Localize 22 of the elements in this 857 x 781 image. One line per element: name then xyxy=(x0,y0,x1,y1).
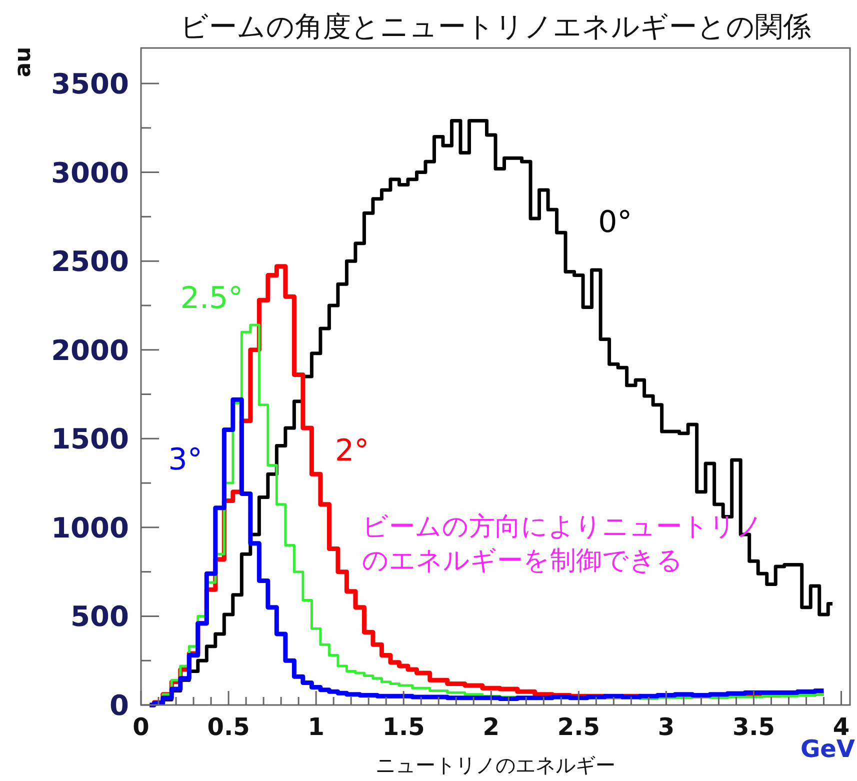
x-tick-label: 0.5 xyxy=(207,713,250,741)
y-tick-label: 500 xyxy=(70,600,129,634)
y-tick-label: 3500 xyxy=(51,68,129,101)
x-axis-title: ニュートリノのエネルギー xyxy=(376,753,616,777)
x-tick-label: 3 xyxy=(658,713,675,741)
y-tick-label: 1000 xyxy=(51,511,129,544)
y-tick-label: 3000 xyxy=(51,156,129,190)
y-axis-title: au xyxy=(11,46,36,78)
series-label: 0° xyxy=(598,204,632,240)
y-tick-label: 2500 xyxy=(51,245,129,278)
y-tick-label: 1500 xyxy=(51,422,129,456)
series-label: 2.5° xyxy=(180,281,244,316)
x-tick-label: 2.5 xyxy=(557,713,600,741)
y-tick-label: 2000 xyxy=(51,334,129,367)
series-label: 2° xyxy=(335,433,370,468)
series-label: 3° xyxy=(168,442,202,478)
chart-title: ビームの角度とニュートリノエネルギーとの関係 xyxy=(180,10,811,43)
x-tick-label: 1 xyxy=(308,713,324,741)
x-tick-label: 2 xyxy=(482,713,500,741)
x-tick-label: 0 xyxy=(132,713,150,741)
x-tick-label: 3.5 xyxy=(732,713,775,741)
x-tick-label: 1.5 xyxy=(382,713,425,741)
